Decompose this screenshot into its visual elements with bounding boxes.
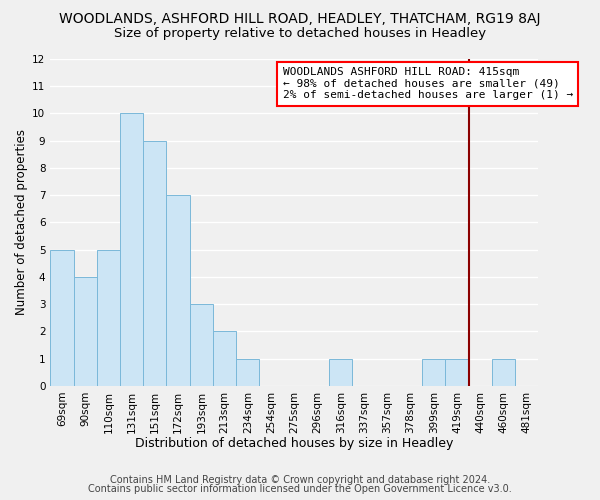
Bar: [190, 304, 213, 386]
Text: Contains HM Land Registry data © Crown copyright and database right 2024.: Contains HM Land Registry data © Crown c…: [110, 475, 490, 485]
Bar: [445, 358, 469, 386]
Bar: [213, 332, 236, 386]
Bar: [97, 250, 120, 386]
Bar: [329, 358, 352, 386]
Bar: [236, 358, 259, 386]
Bar: [50, 250, 74, 386]
X-axis label: Distribution of detached houses by size in Headley: Distribution of detached houses by size …: [135, 437, 454, 450]
Text: Size of property relative to detached houses in Headley: Size of property relative to detached ho…: [114, 28, 486, 40]
Bar: [492, 358, 515, 386]
Text: Contains public sector information licensed under the Open Government Licence v3: Contains public sector information licen…: [88, 484, 512, 494]
Bar: [74, 277, 97, 386]
Bar: [143, 140, 166, 386]
Y-axis label: Number of detached properties: Number of detached properties: [15, 130, 28, 316]
Bar: [166, 195, 190, 386]
Text: WOODLANDS ASHFORD HILL ROAD: 415sqm
← 98% of detached houses are smaller (49)
2%: WOODLANDS ASHFORD HILL ROAD: 415sqm ← 98…: [283, 67, 573, 100]
Text: WOODLANDS, ASHFORD HILL ROAD, HEADLEY, THATCHAM, RG19 8AJ: WOODLANDS, ASHFORD HILL ROAD, HEADLEY, T…: [59, 12, 541, 26]
Bar: [120, 114, 143, 386]
Bar: [422, 358, 445, 386]
